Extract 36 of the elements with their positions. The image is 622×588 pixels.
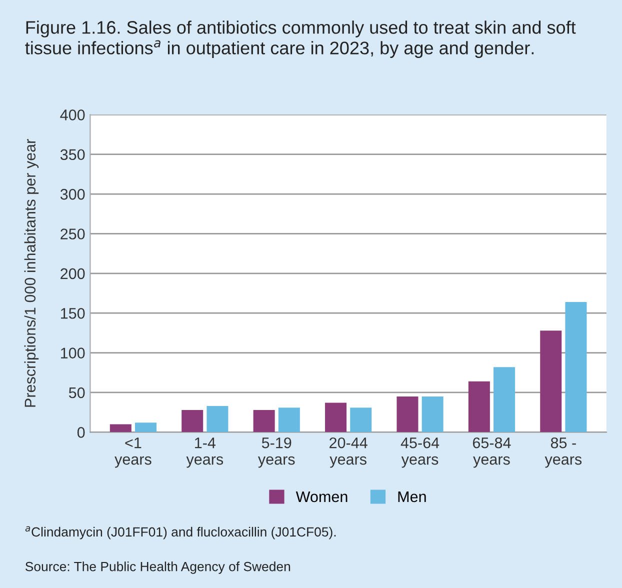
y-tick-label: 350 [60,149,85,160]
x-tick-label: 20-44 years [330,437,368,468]
x-tick-label: 85 - years [544,437,582,468]
chart-title: Figure 1.16. Sales of antibiotics commonly used to treat skin and soft tissue infections$^{a}$ in outpatient care in 2023, by age and gender. [25,20,576,58]
y-tick-label: 200 [60,268,85,280]
y-tick-label: 50 [68,387,85,398]
bar [206,406,228,432]
bar [540,330,562,432]
bar [278,408,300,432]
bar [494,367,516,432]
y-tick-label: 100 [61,348,85,358]
bar [350,408,372,432]
bar [422,396,444,432]
y-tick-label: 0 [77,427,85,438]
x-tick-label: 45-64 years [400,437,440,468]
bar [253,410,275,432]
y-axis-title: Prescriptions/1 000 inhabitants per year [24,139,39,407]
x-tick-label: 65-84 years [472,437,511,468]
text: $^{a}$Clindamycin (J01FF01) and flucloxacillin (J01CF05). [25,526,336,540]
bar [396,396,418,432]
y-tick-label: 400 [60,110,85,120]
bar [182,410,204,432]
bar [325,402,347,432]
x-tick-label: <1 years [114,438,152,468]
bar [110,424,132,432]
legend-label: Men [398,491,426,502]
y-tick-label: 150 [61,308,85,319]
bar [468,381,490,432]
y-tick-label: 250 [60,228,85,240]
legend-label: Women [296,491,348,502]
x-tick-label: 1-4 years [186,438,224,468]
x-tick-label: 5-19 years [258,437,295,468]
y-tick-label: 300 [60,188,85,200]
bar [135,422,157,432]
bar [565,302,587,432]
source-note: Source: The Public Health Agency of Sweden [25,562,290,574]
